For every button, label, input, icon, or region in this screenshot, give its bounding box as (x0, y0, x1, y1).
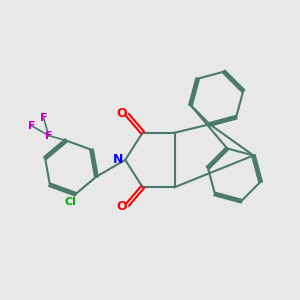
Text: O: O (116, 107, 127, 120)
Text: F: F (40, 113, 47, 123)
Text: F: F (45, 130, 52, 141)
Text: F: F (28, 121, 35, 130)
Text: O: O (116, 200, 127, 213)
Text: N: N (112, 153, 123, 167)
Text: Cl: Cl (64, 196, 76, 207)
